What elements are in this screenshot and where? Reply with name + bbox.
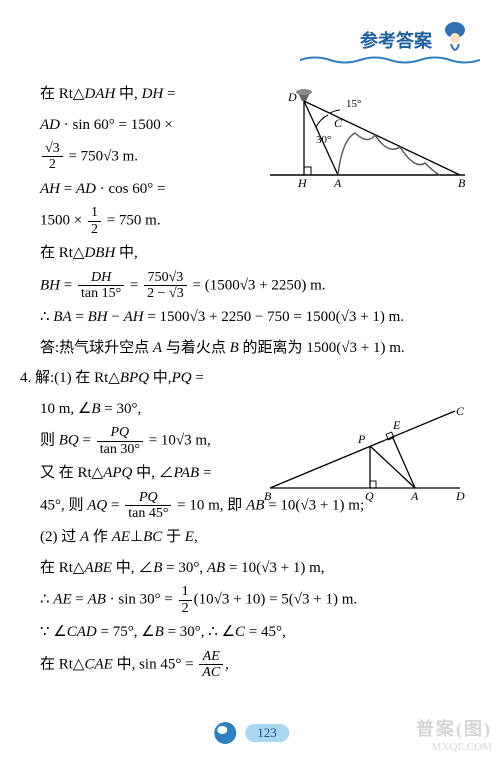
- wave-decoration: [300, 55, 480, 65]
- text-line: √32 = 750√3 m.: [40, 141, 470, 173]
- text-line: 在 Rt△ABE 中, ∠B = 30°, AB = 10(√3 + 1) m,: [40, 554, 470, 583]
- main-text: 在 Rt△DAH 中, DH = AD · sin 60° = 1500 × √…: [40, 80, 470, 682]
- footer-icon: [211, 719, 239, 747]
- text-line: 45°, 则 AQ = PQtan 45° = 10 m, 即 AB = 10(…: [40, 490, 470, 522]
- text-line: 又 在 Rt△APQ 中, ∠PAB =: [40, 459, 470, 488]
- text-line: BH = DHtan 15° = 750√32 − √3 = (1500√3 +…: [40, 270, 470, 302]
- text-line: 则 BQ = PQtan 30° = 10√3 m,: [40, 425, 470, 457]
- text-line: AH = AD · cos 60° =: [40, 175, 470, 204]
- text-line: ∵ ∠CAD = 75°, ∠B = 30°, ∴ ∠C = 45°,: [40, 618, 470, 647]
- text-line: ∴ AE = AB · sin 30° = 12(10√3 + 10) = 5(…: [40, 584, 470, 616]
- text-line: 10 m, ∠B = 30°,: [40, 395, 470, 424]
- mascot-icon: [440, 20, 470, 60]
- text-line: 在 Rt△CAE 中, sin 45° = AEAC,: [40, 649, 470, 681]
- header-title: 参考答案: [360, 27, 432, 53]
- text-line: 1500 × 12 = 750 m.: [40, 205, 470, 237]
- page-header: 参考答案: [360, 20, 470, 60]
- text-line: 4. 解:(1) 在 Rt△BPQ 中,PQ =: [20, 364, 470, 393]
- text-line: 在 Rt△DBH 中,: [40, 239, 470, 268]
- text-line: AD · sin 60° = 1500 ×: [40, 111, 470, 140]
- text-line: ∴ BA = BH − AH = 1500√3 + 2250 − 750 = 1…: [40, 303, 470, 332]
- text-line: 答:热气球升空点 A 与着火点 B 的距离为 1500(√3 + 1) m.: [40, 334, 470, 363]
- page-footer: 123: [211, 719, 289, 747]
- page-number: 123: [245, 724, 289, 742]
- text-line: (2) 过 A 作 AE⊥BC 于 E,: [40, 523, 470, 552]
- text-line: 在 Rt△DAH 中, DH =: [40, 80, 470, 109]
- watermark: 普案(图) MXQE.COM: [416, 719, 492, 754]
